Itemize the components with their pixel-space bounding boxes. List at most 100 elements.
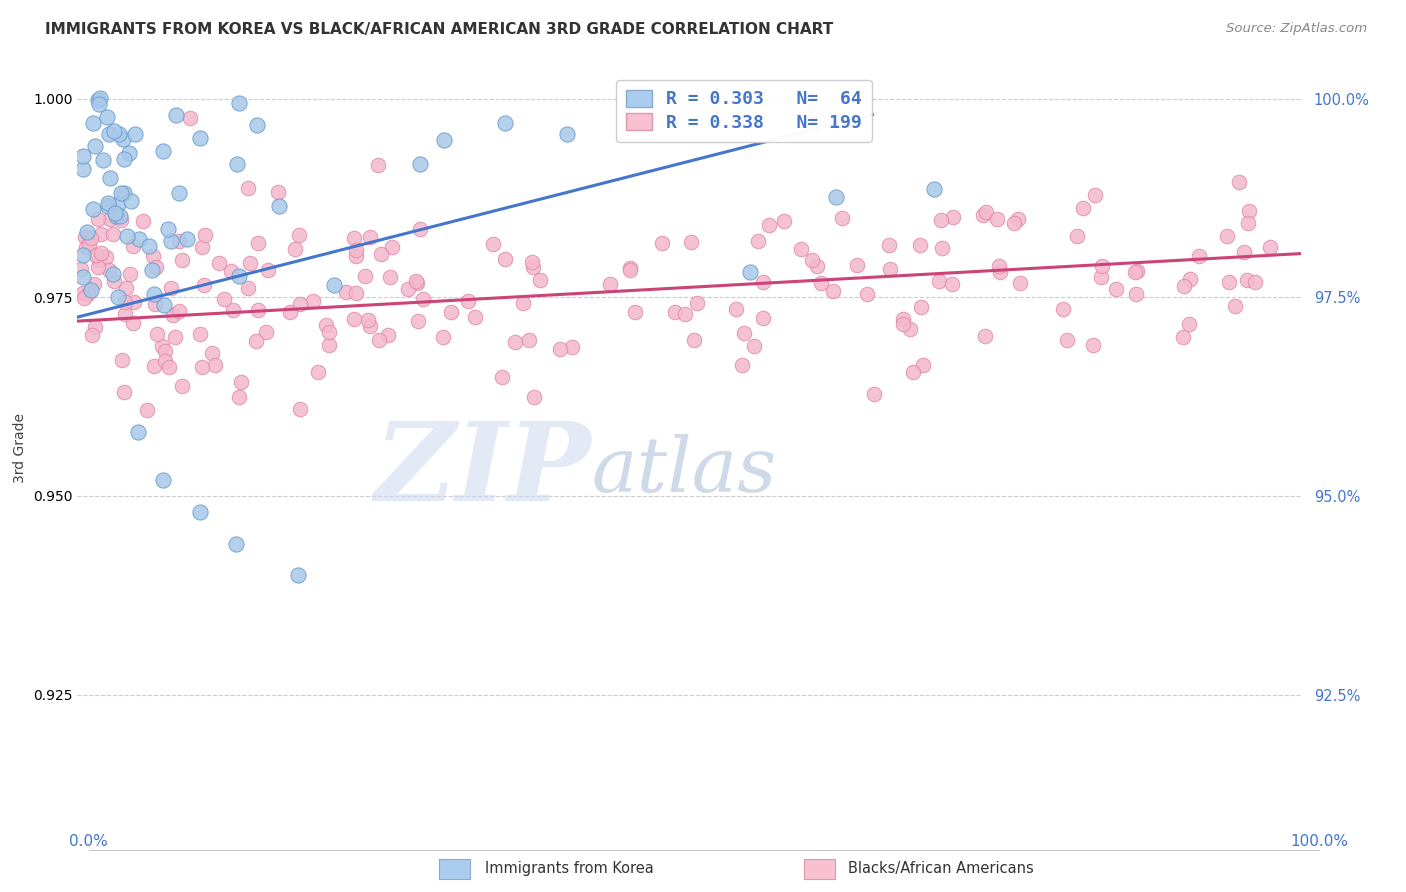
Point (368, 333, 391, 347)
Point (83, 277, 105, 292)
Point (142, 286, 165, 301)
Point (284, 242, 307, 256)
Point (1223, 299, 1246, 313)
Point (152, 473, 174, 487)
Point (1007, 211, 1029, 226)
Point (143, 297, 166, 311)
Point (246, 235, 269, 250)
Point (128, 232, 150, 246)
Point (922, 182, 945, 196)
Point (75, 230, 97, 244)
Point (288, 227, 311, 242)
Point (107, 289, 129, 303)
Point (988, 260, 1011, 274)
Point (191, 359, 214, 374)
Point (619, 261, 641, 276)
Point (855, 286, 877, 301)
Point (683, 334, 706, 348)
Point (80, 284, 103, 298)
Point (141, 262, 163, 277)
Point (254, 325, 277, 339)
Point (89, 91, 111, 105)
Point (941, 277, 963, 291)
Point (357, 312, 380, 326)
Point (228, 390, 250, 404)
Point (146, 327, 169, 342)
Point (222, 303, 245, 318)
Point (773, 214, 796, 228)
Point (806, 259, 828, 273)
Point (548, 342, 571, 356)
Point (107, 197, 129, 211)
Point (236, 181, 259, 195)
Point (928, 274, 950, 288)
Point (104, 206, 127, 220)
Point (1178, 317, 1201, 331)
Point (225, 536, 247, 550)
Point (89, 252, 111, 267)
Point (377, 328, 399, 343)
Point (810, 277, 832, 291)
Text: ZIP: ZIP (374, 417, 591, 524)
Point (257, 262, 280, 277)
Point (733, 326, 755, 340)
Point (86, 211, 108, 226)
Point (517, 333, 540, 347)
Point (409, 222, 432, 236)
Point (931, 241, 953, 255)
Point (188, 131, 211, 145)
Point (82, 116, 104, 130)
Point (145, 260, 167, 274)
Point (1233, 244, 1256, 259)
Point (72, 248, 94, 262)
Point (179, 112, 201, 126)
Point (112, 186, 135, 200)
Point (879, 261, 901, 276)
Point (87, 93, 110, 107)
Point (97, 128, 120, 142)
Point (396, 282, 419, 296)
Point (127, 425, 149, 440)
Point (142, 359, 165, 373)
Point (77, 287, 100, 301)
Text: IMMIGRANTS FROM KOREA VS BLACK/AFRICAN AMERICAN 3RD GRADE CORRELATION CHART: IMMIGRANTS FROM KOREA VS BLACK/AFRICAN A… (45, 22, 834, 37)
Point (1237, 203, 1260, 218)
Point (118, 146, 141, 161)
Point (1052, 301, 1074, 316)
Point (97, 196, 120, 211)
Point (318, 338, 340, 352)
Point (1066, 229, 1088, 244)
Point (824, 189, 846, 203)
Point (619, 263, 641, 277)
Point (245, 334, 267, 348)
Point (1084, 187, 1107, 202)
Point (150, 338, 173, 352)
Point (167, 186, 190, 200)
Point (162, 308, 184, 322)
Point (724, 301, 747, 316)
Point (520, 254, 543, 268)
Point (512, 296, 534, 310)
Point (651, 236, 673, 251)
Point (307, 365, 329, 379)
Point (1188, 249, 1211, 263)
Point (169, 234, 191, 248)
Text: Blacks/African Americans: Blacks/African Americans (848, 862, 1033, 876)
Point (863, 387, 886, 401)
Point (412, 292, 434, 306)
Point (278, 305, 301, 319)
Point (381, 240, 404, 254)
Point (239, 255, 262, 269)
Point (1125, 287, 1147, 301)
Point (323, 278, 346, 293)
Point (335, 285, 357, 299)
Point (494, 252, 516, 266)
Point (208, 256, 231, 270)
Point (110, 186, 132, 201)
Point (343, 312, 366, 326)
Point (406, 276, 429, 290)
Point (831, 211, 853, 226)
Point (344, 243, 367, 257)
Text: Immigrants from Korea: Immigrants from Korea (485, 862, 654, 876)
Point (136, 403, 159, 417)
